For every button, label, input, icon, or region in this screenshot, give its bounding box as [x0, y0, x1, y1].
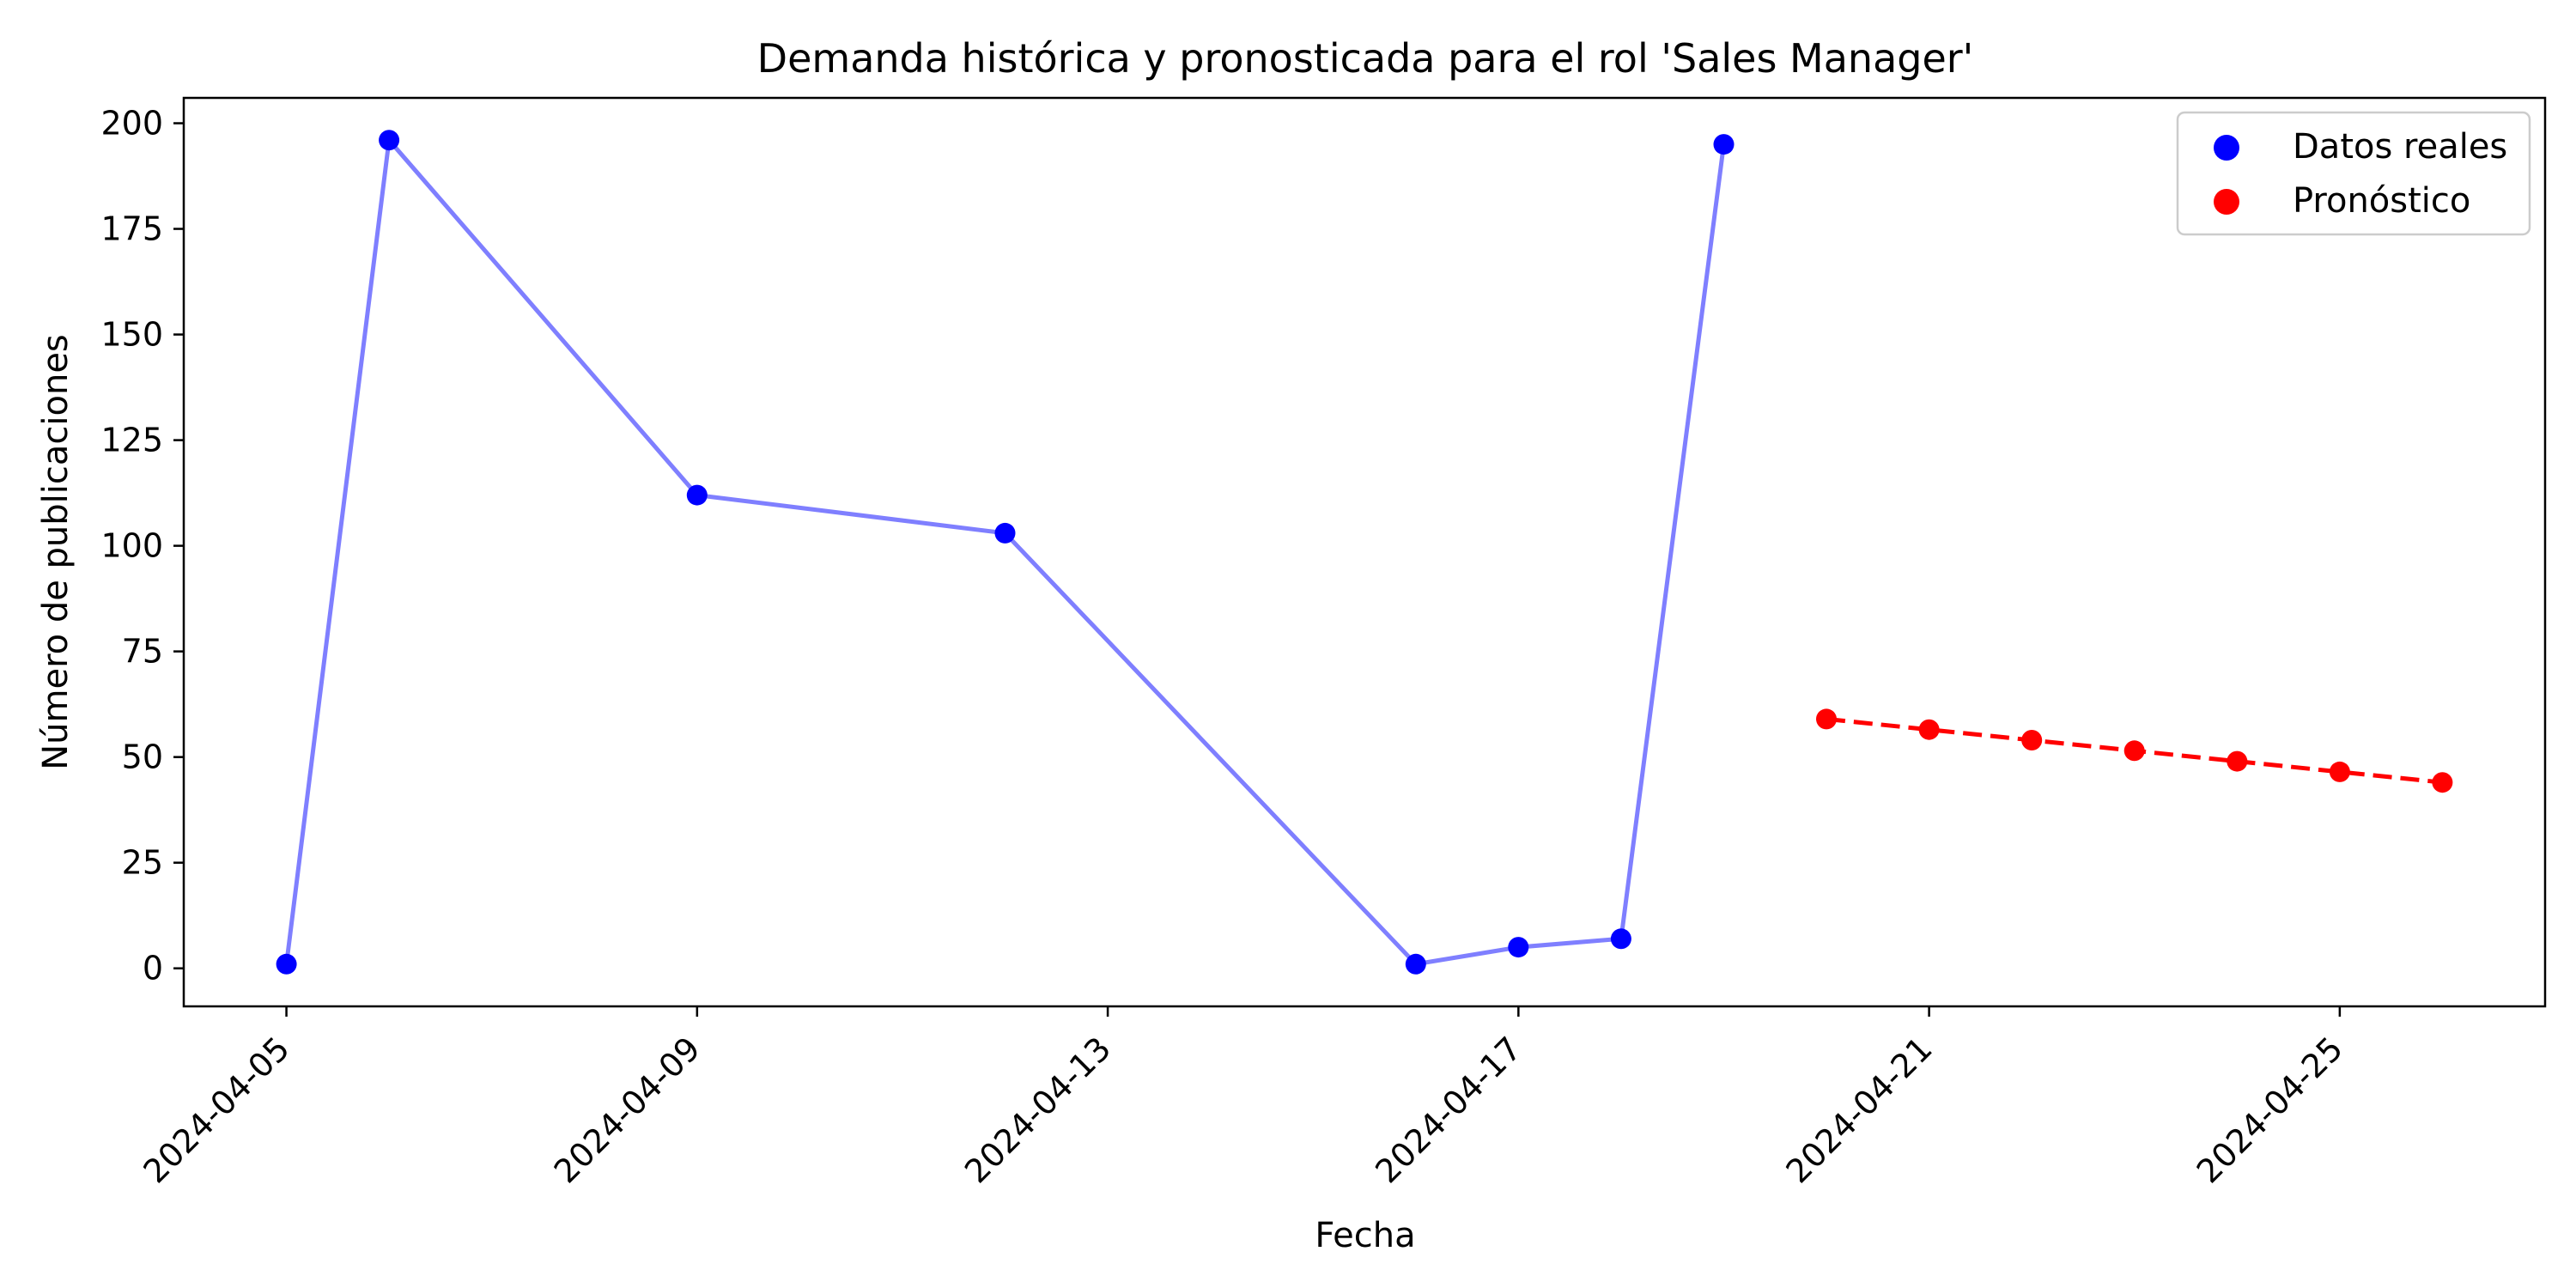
y-axis-ticks: 0 25 50 75 100 125 150 175 200: [100, 105, 184, 987]
data-point-pronostico: [2123, 740, 2145, 762]
y-tick-label: 50: [122, 738, 163, 776]
plot-area-frame: [182, 96, 2547, 1008]
data-point-pronostico: [2021, 730, 2043, 750]
chart-title: Demanda histórica y pronosticada para el…: [757, 35, 1974, 82]
legend-marker-datos-reales: [2214, 135, 2239, 161]
data-point-pronostico: [1816, 708, 1837, 730]
legend-marker-pronostico: [2214, 189, 2239, 215]
y-tick-label: 125: [100, 422, 163, 459]
data-point-datos-reales: [1508, 937, 1529, 958]
y-tick-label: 75: [122, 633, 163, 671]
series-markers: [276, 130, 2453, 975]
legend-label-datos-reales: Datos reales: [2293, 127, 2507, 167]
data-point-pronostico: [1918, 719, 1940, 740]
data-point-datos-reales: [686, 484, 708, 506]
y-tick-label: 200: [100, 105, 163, 143]
y-tick-label: 150: [100, 316, 163, 354]
legend-label-pronostico: Pronóstico: [2293, 181, 2470, 221]
y-axis-label: Número de publicaciones: [36, 334, 76, 770]
y-tick-label: 0: [143, 950, 163, 987]
series-line-datos-reales: [284, 137, 1726, 967]
x-axis-label: Fecha: [1315, 1216, 1415, 1255]
legend-box: [2176, 111, 2531, 236]
data-point-datos-reales: [1405, 953, 1426, 975]
data-point-datos-reales: [1610, 928, 1631, 950]
data-point-datos-reales: [276, 953, 297, 975]
data-point-datos-reales: [379, 130, 400, 151]
data-point-datos-reales: [994, 522, 1016, 544]
y-tick-label: 175: [100, 210, 163, 248]
legend: Datos reales Pronóstico: [2176, 111, 2531, 236]
y-tick-label: 100: [100, 527, 163, 565]
data-point-pronostico: [2329, 761, 2350, 782]
data-point-datos-reales: [1713, 134, 1735, 155]
data-point-pronostico: [2227, 750, 2248, 772]
data-point-pronostico: [2432, 772, 2453, 793]
y-tick-label: 25: [122, 844, 163, 882]
